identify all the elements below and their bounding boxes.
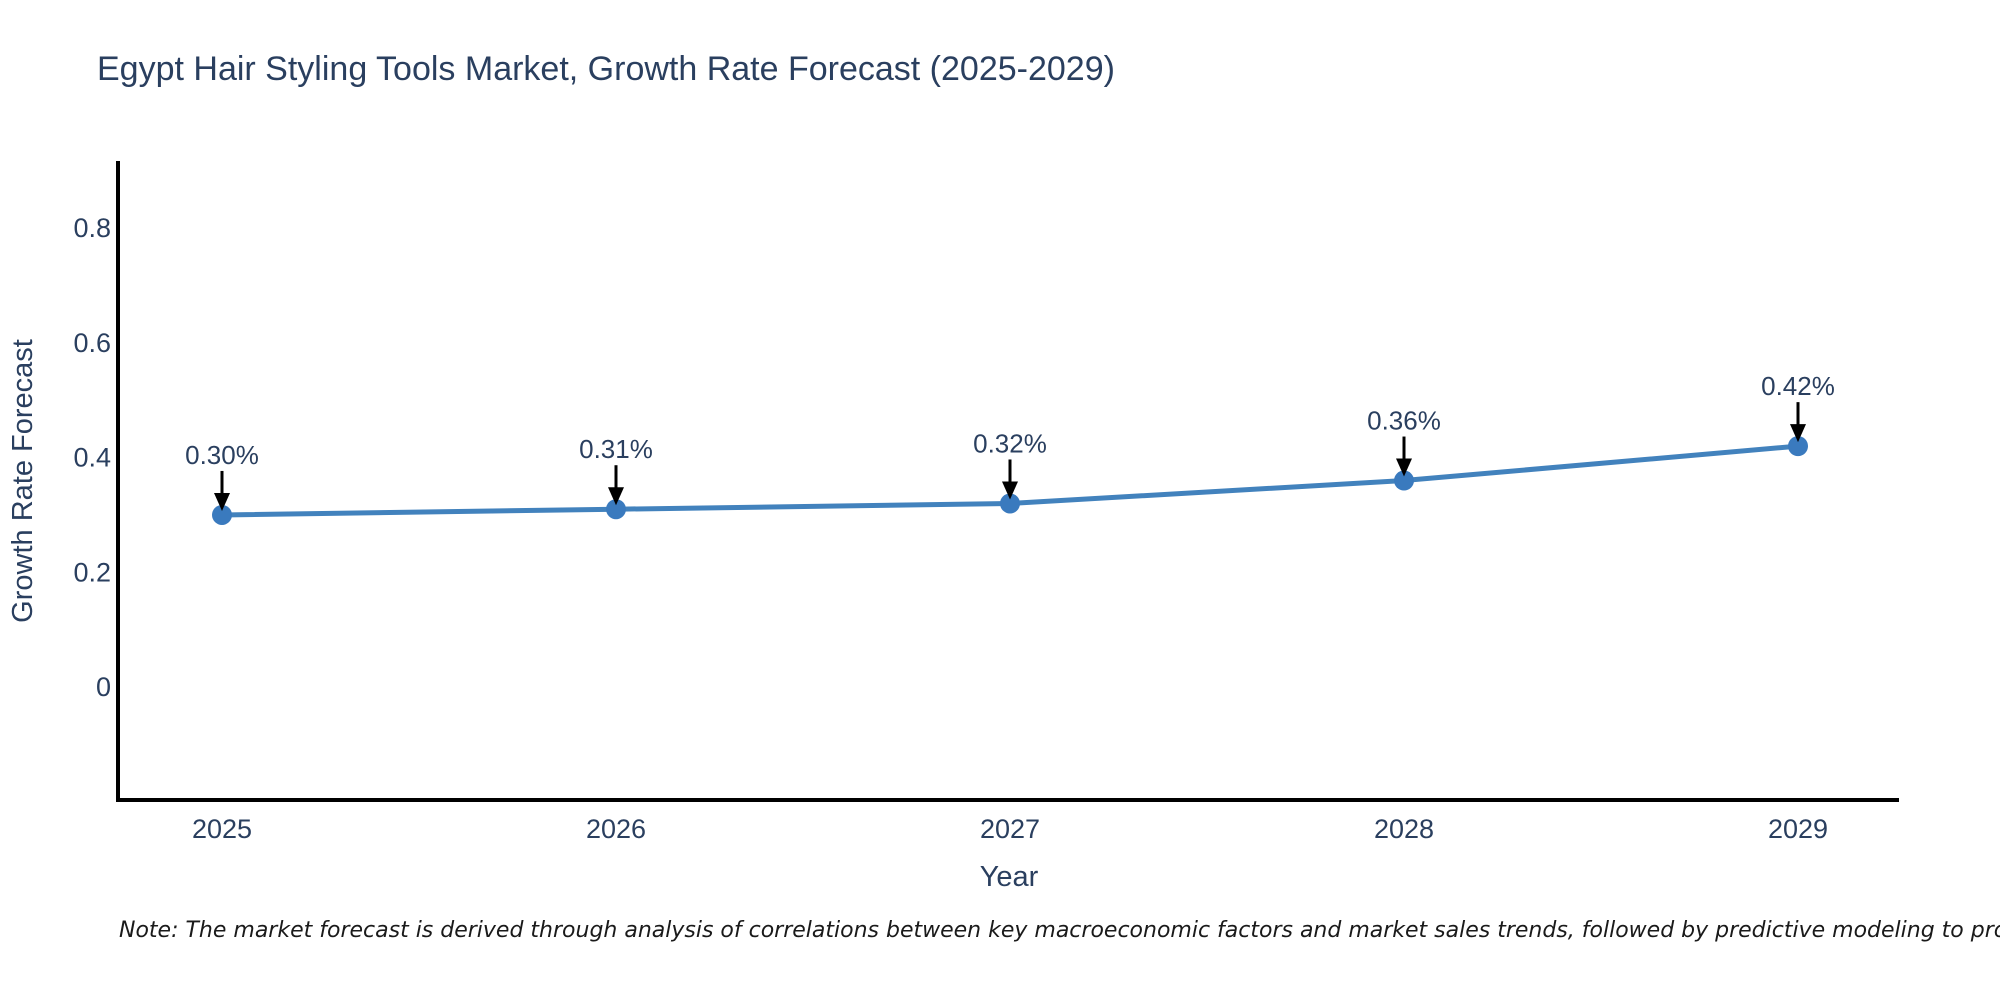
annotation-arrowhead-icon: [1002, 481, 1018, 500]
data-point-marker-2026[interactable]: [606, 499, 626, 520]
data-point-marker-2028[interactable]: [1394, 470, 1414, 491]
annotation-arrowhead-icon: [1790, 424, 1806, 443]
point-value-label: 0.32%: [973, 428, 1047, 458]
y-tick-label: 0.2: [73, 557, 111, 587]
x-axis-title: Year: [980, 861, 1039, 893]
y-tick-label: 0: [96, 672, 111, 702]
y-tick-label: 0.4: [73, 443, 111, 473]
point-value-label: 0.42%: [1761, 371, 1835, 401]
data-point-marker-2029[interactable]: [1788, 436, 1808, 457]
annotation-arrowhead-icon: [214, 492, 230, 511]
data-point-marker-2025[interactable]: [212, 504, 232, 525]
point-value-label: 0.31%: [579, 434, 653, 464]
chart-footnote: Note: The market forecast is derived thr…: [119, 918, 2000, 943]
x-tick-label: 2028: [1374, 814, 1434, 844]
point-value-label: 0.36%: [1367, 406, 1441, 436]
x-tick-label: 2025: [192, 814, 252, 844]
y-tick-label: 0.8: [73, 213, 111, 243]
x-tick-label: 2027: [980, 814, 1040, 844]
y-tick-label: 0.6: [73, 328, 111, 358]
x-tick-label: 2026: [586, 814, 646, 844]
point-value-label: 0.30%: [185, 440, 259, 470]
x-tick-label: 2029: [1768, 814, 1828, 844]
data-point-marker-2027[interactable]: [1000, 493, 1020, 514]
annotation-arrowhead-icon: [1396, 458, 1412, 477]
y-axis-title: Growth Rate Forecast: [7, 339, 39, 623]
annotation-arrowhead-icon: [608, 487, 624, 506]
chart-title: Egypt Hair Styling Tools Market, Growth …: [97, 50, 1115, 88]
